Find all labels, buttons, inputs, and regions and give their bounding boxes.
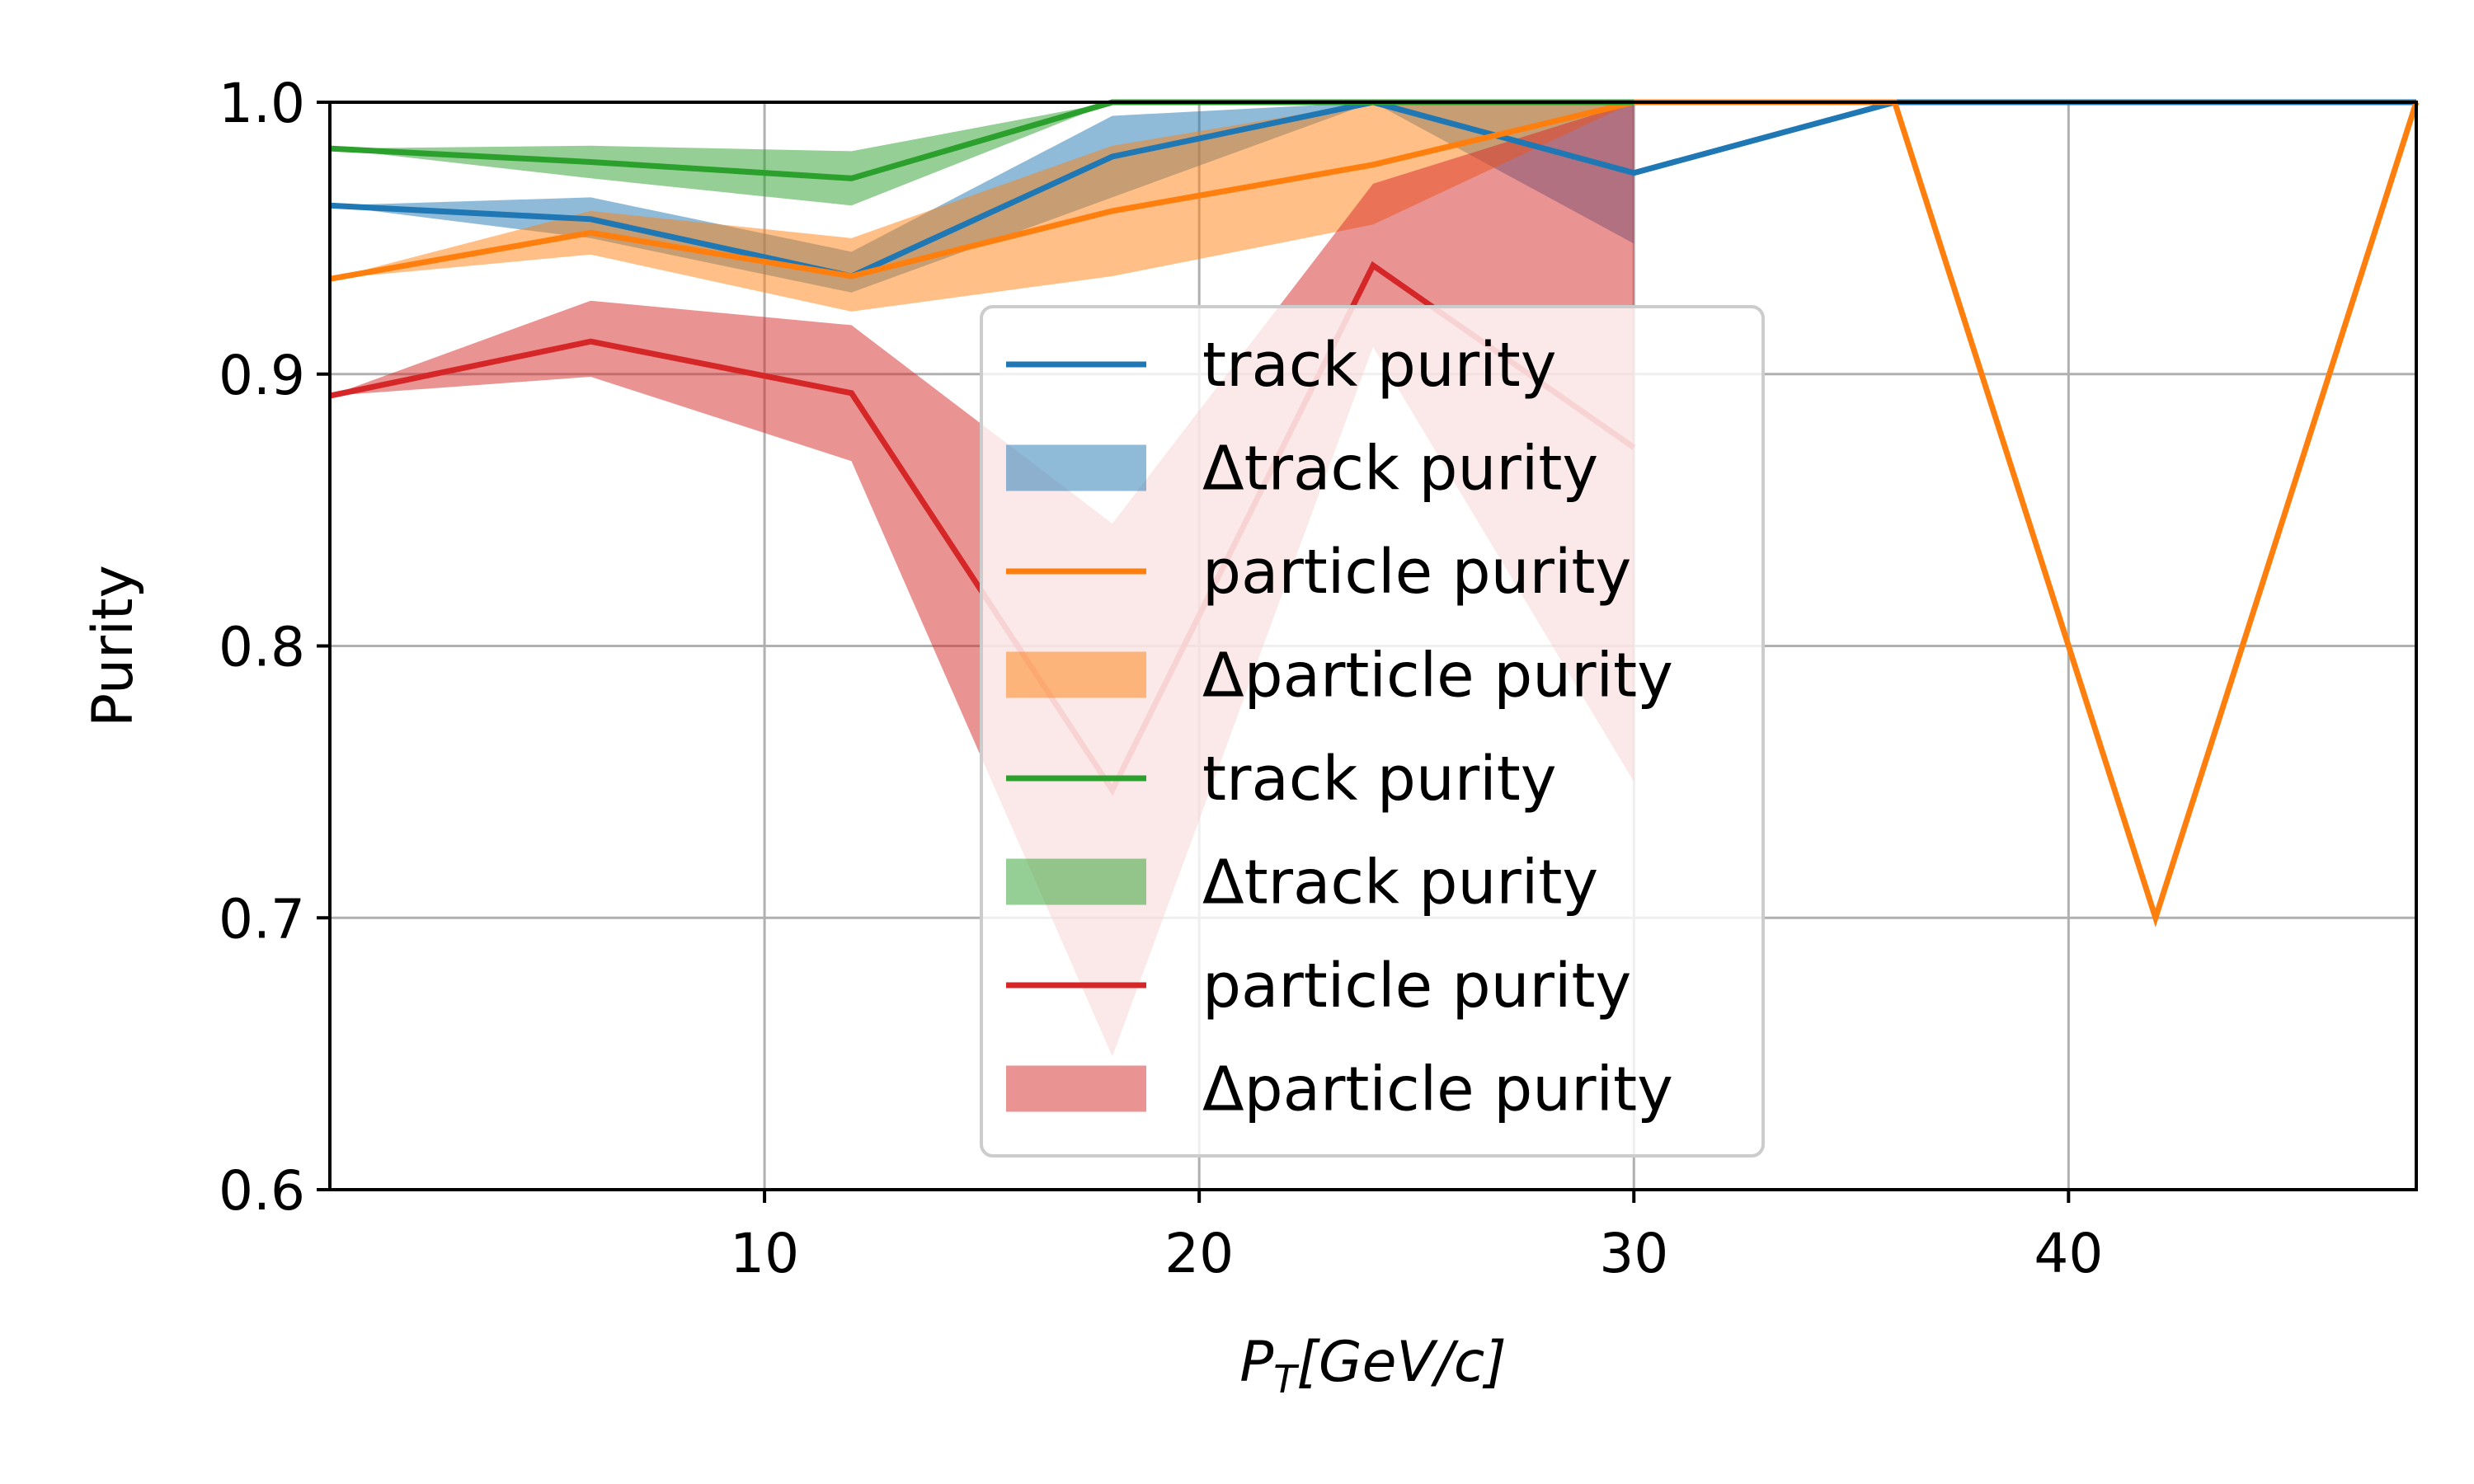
y-axis-label: Purity [81, 565, 146, 727]
y-tick-label: 0.7 [219, 887, 305, 951]
legend-label: track purity [1202, 744, 1557, 815]
y-tick-label: 0.9 [219, 344, 305, 407]
x-tick-label: 20 [1164, 1222, 1234, 1285]
legend-box [980, 305, 1765, 1158]
legend-label: Δparticle purity [1202, 1054, 1673, 1125]
axis-ticks: 10 20 30 40 0.6 0.7 0.8 0.9 1.0 [219, 72, 2103, 1285]
x-tick-label: 10 [730, 1222, 799, 1285]
y-tick-label: 1.0 [219, 72, 305, 135]
legend-label: Δtrack purity [1202, 848, 1598, 918]
x-axis-label-sub: T [1273, 1357, 1300, 1402]
band-series-3 [330, 102, 1634, 206]
x-tick-label: 30 [1599, 1222, 1668, 1285]
legend-band-swatch [1006, 858, 1146, 905]
x-axis-label-main: P [1239, 1330, 1273, 1395]
line-series-2 [329, 99, 2420, 928]
x-axis-label: PT[GeV/c] [1239, 1330, 1507, 1402]
legend-label: particle purity [1202, 951, 1631, 1021]
x-axis-label-rest: [GeV/c] [1296, 1330, 1506, 1395]
legend-band-swatch [1006, 444, 1146, 491]
legend-label: Δparticle purity [1202, 641, 1673, 711]
legend-label: track purity [1202, 330, 1557, 401]
y-tick-label: 0.8 [219, 616, 305, 679]
x-tick-label: 40 [2034, 1222, 2103, 1285]
y-tick-label: 0.6 [219, 1159, 305, 1223]
legend: track purity Δtrack purity particle purity… [980, 305, 1765, 1158]
band-series-2 [330, 102, 1634, 312]
legend-label: particle purity [1202, 537, 1631, 608]
legend-band-swatch [1006, 651, 1146, 698]
legend-band-swatch [1006, 1065, 1146, 1112]
legend-label: Δtrack purity [1202, 434, 1598, 505]
